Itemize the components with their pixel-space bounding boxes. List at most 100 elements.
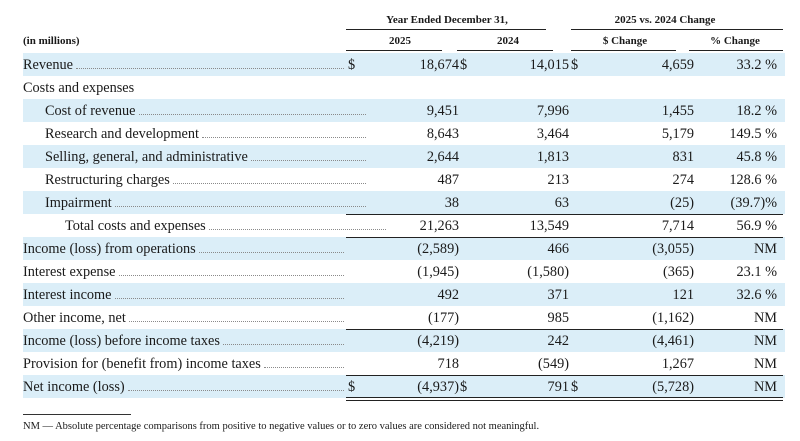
row-label-text: Total costs and expenses bbox=[65, 218, 206, 234]
row-label: Costs and expenses bbox=[23, 76, 348, 99]
row-label-text: Cost of revenue bbox=[45, 103, 136, 119]
row-label: Income (loss) from operations bbox=[23, 237, 348, 260]
dollar-change: (1,162) bbox=[652, 310, 694, 326]
percent-change: NM bbox=[753, 241, 777, 257]
row-label: Provision for (benefit from) income taxe… bbox=[23, 352, 348, 375]
dollar-change: 7,714 bbox=[661, 218, 694, 234]
dollar-change: 1,267 bbox=[661, 356, 694, 372]
value-2025: 492 bbox=[437, 287, 459, 303]
units-label: (in millions) bbox=[23, 35, 80, 47]
value-2024: 14,015 bbox=[529, 57, 569, 73]
value-2025: 8,643 bbox=[426, 126, 459, 142]
col-header-rule-2025 bbox=[346, 50, 442, 51]
col-header-2025: 2025 bbox=[389, 35, 411, 47]
value-2025: (4,219) bbox=[417, 333, 459, 349]
value-2025: 2,644 bbox=[426, 149, 459, 165]
dot-leader bbox=[209, 229, 386, 230]
value-2025: (2,589) bbox=[417, 241, 459, 257]
dollar-change: 4,659 bbox=[661, 57, 694, 73]
dollar-change: 831 bbox=[672, 149, 694, 165]
table-row: Costs and expenses bbox=[23, 76, 785, 99]
value-2024: 466 bbox=[547, 241, 569, 257]
value-2024: (549) bbox=[538, 356, 569, 372]
row-label: Total costs and expenses bbox=[23, 214, 390, 237]
value-2025: 487 bbox=[437, 172, 459, 188]
dot-leader bbox=[128, 390, 344, 391]
row-label-text: Provision for (benefit from) income taxe… bbox=[23, 356, 261, 372]
col-header-2024: 2024 bbox=[497, 35, 519, 47]
footnote: NM — Absolute percentage comparisons fro… bbox=[23, 421, 540, 432]
row-label: Restructuring charges bbox=[23, 168, 370, 191]
row-label-text: Impairment bbox=[45, 195, 112, 211]
dot-leader bbox=[199, 252, 344, 253]
change-header-rule bbox=[571, 29, 783, 30]
percent-change: 18.2 % bbox=[736, 103, 777, 119]
table-row: Revenue $ $ $18,674 14,015 4,659 33.2 % bbox=[23, 53, 785, 76]
row-label-text: Restructuring charges bbox=[45, 172, 170, 188]
percent-change: NM bbox=[753, 310, 777, 326]
row-label-text: Costs and expenses bbox=[23, 80, 135, 96]
table-row: Cost of revenue 9,451 7,996 1,455 18.2 % bbox=[23, 99, 785, 122]
table-row: Impairment 38 63 (25) (39.7)% bbox=[23, 191, 785, 214]
value-2024: 1,813 bbox=[536, 149, 569, 165]
dot-leader bbox=[115, 298, 344, 299]
value-2024: 791 bbox=[547, 379, 569, 395]
row-label: Income (loss) before income taxes bbox=[23, 329, 348, 352]
value-2025: (1,945) bbox=[417, 264, 459, 280]
net-income-double-rule bbox=[346, 397, 783, 401]
table-row: Other income, net (177) 985 (1,162) NM bbox=[23, 306, 785, 329]
table-row: Provision for (benefit from) income taxe… bbox=[23, 352, 785, 375]
percent-change: 45.8 % bbox=[736, 149, 777, 165]
percent-change: 32.6 % bbox=[736, 287, 777, 303]
dollar-change: 5,179 bbox=[661, 126, 694, 142]
dollar-change: (25) bbox=[670, 195, 694, 211]
dot-leader bbox=[264, 367, 344, 368]
percent-change: NM bbox=[753, 379, 777, 395]
dot-leader bbox=[115, 206, 366, 207]
row-label-text: Selling, general, and administrative bbox=[45, 149, 248, 165]
col-header-pct-change: % Change bbox=[710, 35, 760, 47]
dollar-change: 1,455 bbox=[661, 103, 694, 119]
percent-change: 23.1 % bbox=[736, 264, 777, 280]
dollar-change: (5,728) bbox=[652, 379, 694, 395]
operations-rule bbox=[346, 237, 783, 238]
row-label-text: Income (loss) from operations bbox=[23, 241, 196, 257]
table-row: Selling, general, and administrative 2,64… bbox=[23, 145, 785, 168]
table-row: Total costs and expenses 21,263 13,549 7,71… bbox=[23, 214, 785, 237]
dot-leader bbox=[202, 137, 366, 138]
value-2024: 7,996 bbox=[536, 103, 569, 119]
value-2025: 718 bbox=[437, 356, 459, 372]
change-header: 2025 vs. 2024 Change bbox=[614, 14, 716, 26]
period-header-rule bbox=[346, 29, 546, 30]
currency-sign: $ bbox=[348, 57, 356, 73]
col-header-rule-pct bbox=[689, 50, 783, 51]
dot-leader bbox=[119, 275, 344, 276]
dot-leader bbox=[251, 160, 366, 161]
value-2024: 13,549 bbox=[529, 218, 569, 234]
footnote-rule bbox=[23, 414, 131, 415]
row-label-text: Revenue bbox=[23, 57, 74, 73]
table-row: Interest expense (1,945) (1,580) (365) 23.1 … bbox=[23, 260, 785, 283]
row-label-text: Research and development bbox=[45, 126, 200, 142]
row-label-text: Income (loss) before income taxes bbox=[23, 333, 220, 349]
value-2024: 985 bbox=[547, 310, 569, 326]
row-label: Interest expense bbox=[23, 260, 348, 283]
percent-change: 149.5 % bbox=[729, 126, 777, 142]
value-2024: 63 bbox=[554, 195, 569, 211]
value-2025: 9,451 bbox=[426, 103, 459, 119]
percent-change: (39.7)% bbox=[730, 195, 777, 211]
value-2024: (1,580) bbox=[527, 264, 569, 280]
currency-sign: $ bbox=[571, 379, 579, 395]
value-2025: 38 bbox=[444, 195, 459, 211]
period-header: Year Ended December 31, bbox=[386, 14, 508, 26]
dot-leader bbox=[173, 183, 366, 184]
dollar-change: (365) bbox=[663, 264, 694, 280]
dollar-change: (3,055) bbox=[652, 241, 694, 257]
row-label: Impairment bbox=[23, 191, 370, 214]
percent-change: NM bbox=[753, 356, 777, 372]
value-2025: (4,937) bbox=[417, 379, 459, 395]
col-header-rule-change bbox=[571, 50, 676, 51]
table-row: Restructuring charges 487 213 274 128.6 % bbox=[23, 168, 785, 191]
row-label: Research and development bbox=[23, 122, 370, 145]
table-row: Interest income 492 371 121 32.6 % bbox=[23, 283, 785, 306]
